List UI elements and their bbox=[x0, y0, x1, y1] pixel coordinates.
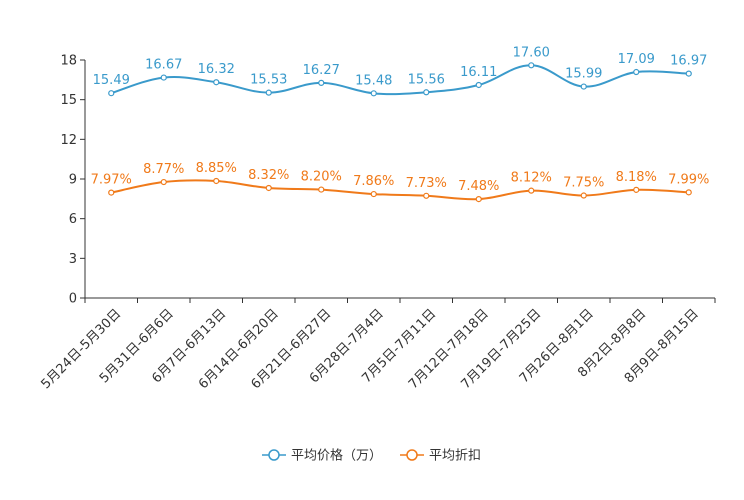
y-tick-label: 0 bbox=[69, 292, 77, 307]
data-label: 16.32 bbox=[198, 62, 235, 77]
data-label: 7.86% bbox=[353, 174, 394, 189]
data-label: 15.49 bbox=[93, 73, 130, 88]
data-label: 7.99% bbox=[668, 172, 709, 187]
data-point[interactable] bbox=[475, 81, 482, 89]
data-point[interactable] bbox=[108, 90, 115, 97]
data-point[interactable] bbox=[213, 79, 220, 86]
data-point[interactable] bbox=[633, 186, 640, 193]
data-point[interactable] bbox=[580, 192, 587, 199]
series-layer: 15.49 16.67 16.32 15.53 16.27 15.48 15.56 16.11… bbox=[91, 45, 709, 203]
legend[interactable]: 平均价格（万） 平均折扣 bbox=[262, 448, 481, 464]
data-label: 8.18% bbox=[616, 170, 657, 185]
data-point[interactable] bbox=[475, 195, 482, 203]
data-point[interactable] bbox=[423, 192, 430, 199]
data-point[interactable] bbox=[528, 62, 535, 69]
data-point[interactable] bbox=[633, 68, 640, 76]
data-label: 7.48% bbox=[458, 179, 499, 194]
data-label: 7.97% bbox=[91, 173, 132, 188]
data-point[interactable] bbox=[370, 190, 377, 198]
series-0: 15.49 16.67 16.32 15.53 16.27 15.48 15.56 16.11… bbox=[93, 45, 707, 97]
data-label: 17.09 bbox=[618, 52, 655, 67]
data-label: 8.20% bbox=[301, 170, 342, 185]
data-point[interactable] bbox=[423, 89, 430, 96]
data-label: 7.75% bbox=[563, 176, 604, 191]
data-label: 16.27 bbox=[303, 63, 340, 78]
data-label: 8.77% bbox=[143, 162, 184, 177]
y-axis: 0 3 6 9 12 15 18 bbox=[60, 54, 86, 307]
data-point[interactable] bbox=[318, 186, 325, 193]
data-label: 7.73% bbox=[406, 176, 447, 191]
data-point[interactable] bbox=[580, 83, 587, 90]
legend-item-0[interactable]: 平均价格（万） bbox=[262, 448, 382, 464]
data-label: 8.32% bbox=[248, 168, 289, 183]
data-label: 15.99 bbox=[565, 67, 602, 82]
data-label: 15.56 bbox=[408, 72, 445, 87]
data-point[interactable] bbox=[528, 187, 535, 194]
data-point[interactable] bbox=[265, 89, 272, 96]
legend-marker-icon bbox=[268, 449, 280, 461]
data-point[interactable] bbox=[685, 189, 692, 196]
data-label: 16.11 bbox=[460, 65, 497, 80]
y-tick-label: 18 bbox=[60, 54, 77, 69]
y-tick-label: 6 bbox=[69, 212, 77, 227]
data-point[interactable] bbox=[370, 90, 377, 97]
y-tick-label: 12 bbox=[60, 133, 77, 148]
y-tick-label: 9 bbox=[69, 173, 77, 188]
legend-marker-icon bbox=[406, 449, 418, 461]
data-point[interactable] bbox=[685, 70, 692, 77]
data-label: 15.48 bbox=[355, 73, 392, 88]
data-label: 8.12% bbox=[511, 171, 552, 186]
data-label: 17.60 bbox=[513, 45, 550, 60]
data-label: 8.85% bbox=[196, 161, 237, 176]
data-point[interactable] bbox=[160, 178, 167, 186]
data-point[interactable] bbox=[318, 79, 325, 86]
data-label: 15.53 bbox=[250, 73, 287, 88]
y-tick-label: 3 bbox=[69, 252, 77, 267]
legend-label: 平均价格（万） bbox=[291, 448, 382, 464]
data-point[interactable] bbox=[213, 177, 220, 185]
x-axis: 5月24日-5月30日5月31日-6月6日6月7日-6月13日6月14日-6月2… bbox=[39, 297, 716, 392]
y-tick-label: 15 bbox=[60, 93, 77, 108]
legend-label: 平均折扣 bbox=[429, 449, 481, 464]
series-1: 7.97% 8.77% 8.85% 8.32% 8.20% 7.86% 7.73% 7.48%… bbox=[91, 161, 709, 203]
data-point[interactable] bbox=[265, 184, 272, 192]
data-point[interactable] bbox=[108, 189, 115, 196]
legend-item-1[interactable]: 平均折扣 bbox=[400, 449, 481, 464]
series-line bbox=[110, 64, 689, 96]
series-line bbox=[111, 179, 689, 201]
data-label: 16.67 bbox=[145, 58, 182, 73]
data-point[interactable] bbox=[160, 74, 167, 81]
data-label: 16.97 bbox=[670, 54, 707, 69]
